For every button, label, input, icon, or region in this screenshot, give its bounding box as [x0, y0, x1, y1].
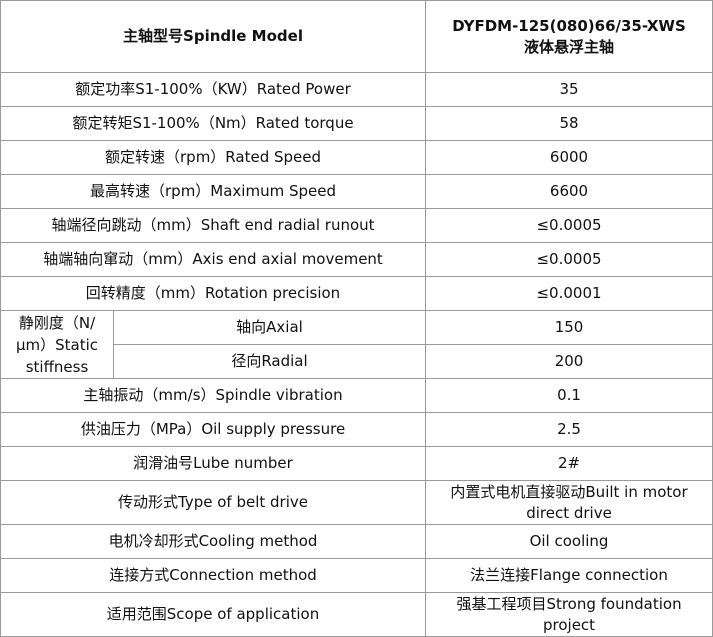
- spec-value: Oil cooling: [425, 524, 713, 559]
- spec-label: 适用范围Scope of application: [0, 592, 427, 637]
- sub-label: 轴向Axial: [112, 310, 427, 345]
- spec-label: 额定转矩S1-100%（Nm）Rated torque: [0, 106, 427, 141]
- spec-value: ≤0.0001: [425, 276, 713, 311]
- spec-label: 回转精度（mm）Rotation precision: [0, 276, 427, 311]
- header-model: DYFDM-125(080)66/35-XWS 液体悬浮主轴: [425, 0, 713, 73]
- spec-row: 轴端轴向窜动（mm）Axis end axial movement ≤0.0005: [0, 242, 713, 277]
- spec-row: 主轴振动（mm/s）Spindle vibration 0.1: [0, 378, 713, 413]
- spec-value: 2.5: [425, 412, 713, 447]
- spec-value: 内置式电机直接驱动Built in motor direct drive: [425, 480, 713, 525]
- spec-row: 静刚度（N/μm）Static stiffness 轴向Axial 150: [0, 310, 713, 379]
- spec-label: 最高转速（rpm）Maximum Speed: [0, 174, 427, 209]
- spec-row: 径向Radial 200: [1, 344, 713, 379]
- spec-row: 额定转矩S1-100%（Nm）Rated torque 58: [0, 106, 713, 141]
- model-line: 液体悬浮主轴: [524, 37, 615, 56]
- spec-value: 0.1: [425, 378, 713, 413]
- group-label: 静刚度（N/μm）Static stiffness: [0, 310, 114, 379]
- spec-value: 6600: [425, 174, 713, 209]
- spec-row: 轴端径向跳动（mm）Shaft end radial runout ≤0.0005: [0, 208, 713, 243]
- spec-label: 轴端轴向窜动（mm）Axis end axial movement: [0, 242, 427, 277]
- spec-row: 传动形式Type of belt drive 内置式电机直接驱动Built in …: [0, 480, 713, 525]
- spec-row: 回转精度（mm）Rotation precision ≤0.0001: [0, 276, 713, 311]
- spec-row: 额定转速（rpm）Rated Speed 6000: [0, 140, 713, 175]
- spec-value: 强基工程项目Strong foundation project: [425, 592, 713, 637]
- sub-label: 径向Radial: [112, 344, 427, 379]
- model-line: DYFDM-125(080)66/35-XWS: [452, 16, 686, 35]
- spec-value: ≤0.0005: [425, 208, 713, 243]
- spec-label: 额定功率S1-100%（KW）Rated Power: [0, 72, 427, 107]
- spec-row: 润滑油号Lube number 2#: [0, 446, 713, 481]
- spec-label: 轴端径向跳动（mm）Shaft end radial runout: [0, 208, 427, 243]
- spec-row: 供油压力（MPa）Oil supply pressure 2.5: [0, 412, 713, 447]
- spec-label: 供油压力（MPa）Oil supply pressure: [0, 412, 427, 447]
- spec-label: 主轴振动（mm/s）Spindle vibration: [0, 378, 427, 413]
- spec-row: 额定功率S1-100%（KW）Rated Power 35: [0, 72, 713, 107]
- spec-value: 35: [425, 72, 713, 107]
- spec-value: 58: [425, 106, 713, 141]
- spec-row: 电机冷却形式Cooling method Oil cooling: [0, 524, 713, 559]
- spec-value: 200: [425, 344, 713, 379]
- spec-label: 额定转速（rpm）Rated Speed: [0, 140, 427, 175]
- spec-row: 适用范围Scope of application 强基工程项目Strong fou…: [0, 592, 713, 637]
- spec-value: 6000: [425, 140, 713, 175]
- spec-value: 法兰连接Flange connection: [425, 558, 713, 593]
- header-label: 主轴型号Spindle Model: [0, 0, 427, 73]
- spec-label: 传动形式Type of belt drive: [0, 480, 427, 525]
- spec-label: 连接方式Connection method: [0, 558, 427, 593]
- spec-row: 连接方式Connection method 法兰连接Flange connecti…: [0, 558, 713, 593]
- spec-label: 润滑油号Lube number: [0, 446, 427, 481]
- spec-row: 最高转速（rpm）Maximum Speed 6600: [0, 174, 713, 209]
- spec-value: 150: [425, 310, 713, 345]
- spec-label: 电机冷却形式Cooling method: [0, 524, 427, 559]
- header-row: 主轴型号Spindle Model DYFDM-125(080)66/35-XWS…: [0, 0, 713, 73]
- spec-value: ≤0.0005: [425, 242, 713, 277]
- spec-value: 2#: [425, 446, 713, 481]
